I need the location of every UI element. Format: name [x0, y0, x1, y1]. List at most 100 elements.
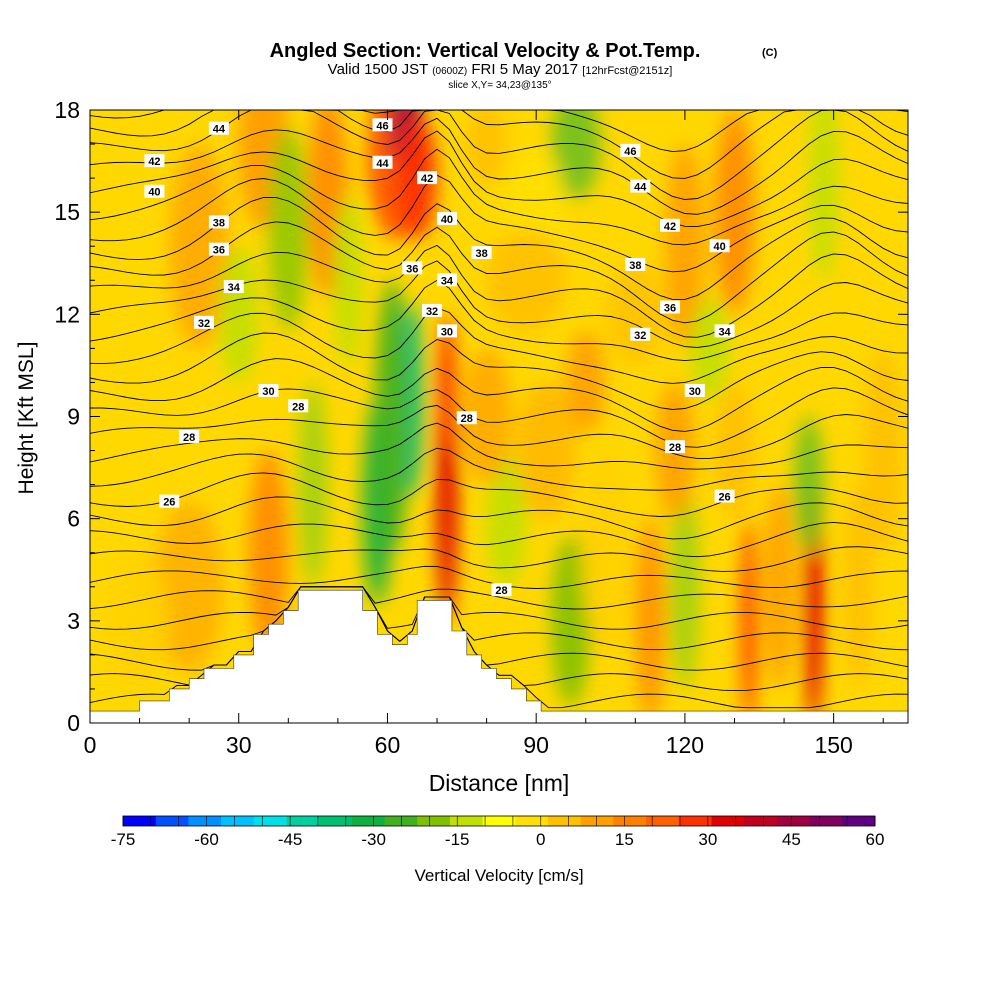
- contour-label-text: 32: [426, 306, 438, 318]
- velocity-cell: [689, 297, 730, 400]
- contour-label-box: [664, 440, 685, 454]
- colorbar: -75 -60 -45 -30 -15 0 15 30 45 60: [111, 815, 884, 849]
- x-tick-label: 120: [666, 732, 704, 758]
- contour-label-text: 36: [664, 303, 676, 315]
- colorbar-swatch: [221, 816, 255, 826]
- contour-label-box: [208, 121, 229, 135]
- contour-label: 26: [714, 489, 735, 504]
- colorbar-swatch: [809, 816, 843, 826]
- isentrope-line: [90, 332, 908, 410]
- contour-label-text: 28: [183, 432, 195, 444]
- colorbar-tick-label: -60: [194, 830, 219, 849]
- contour-label-text: 28: [292, 401, 304, 413]
- isentrope-line: [90, 472, 908, 517]
- contour-label-box: [660, 300, 681, 314]
- isentrope-line: [90, 279, 908, 362]
- velocity-cell: [670, 484, 700, 689]
- colorbar-swatch: [155, 816, 189, 826]
- contour-label-box: [456, 411, 477, 425]
- velocity-cell: [764, 484, 794, 689]
- velocity-cell: [551, 535, 591, 706]
- contour-label: 44: [208, 121, 229, 136]
- contour-label-box: [144, 154, 165, 168]
- contour-label: 42: [144, 154, 165, 168]
- contour-label-text: 38: [213, 217, 225, 229]
- x-tick-label: 90: [523, 732, 549, 758]
- contour-label-text: 30: [689, 386, 701, 398]
- colorbar-swatch: [417, 816, 451, 826]
- velocity-cell: [486, 450, 527, 587]
- isentrope-line: [90, 496, 908, 540]
- velocity-cell: [843, 484, 874, 689]
- velocity-cell: [298, 382, 328, 587]
- y-tick-label: 18: [54, 97, 80, 123]
- valid-utc: (0600Z): [432, 66, 467, 77]
- velocity-cell: [665, 144, 705, 349]
- contour-label-box: [208, 242, 229, 256]
- velocity-cell: [375, 280, 410, 553]
- colorbar-swatch: [253, 816, 287, 826]
- colorbar-tick-label: -45: [278, 830, 303, 849]
- colorbar-swatch: [515, 816, 549, 826]
- velocity-cell: [605, 263, 666, 366]
- isentrope-line: [90, 404, 908, 459]
- contour-label-box: [208, 215, 229, 229]
- colorbar-tick-label: -30: [361, 830, 386, 849]
- contour-label-text: 32: [198, 318, 210, 330]
- terrain-outline: [90, 589, 908, 723]
- contour-label-text: 40: [441, 214, 453, 226]
- isentrope-line: [90, 130, 908, 228]
- contour-label-box: [194, 315, 215, 329]
- contour-label-box: [402, 261, 423, 275]
- pot-temp-contours: [90, 110, 908, 709]
- contour-label-text: 30: [441, 326, 453, 338]
- colorbar-tick-label: 30: [698, 830, 717, 849]
- contour-label-text: 30: [262, 386, 274, 398]
- contour-label: 30: [436, 324, 457, 338]
- velocity-cell: [109, 552, 170, 689]
- contour-label-box: [179, 429, 200, 443]
- colorbar-tick-label: -75: [111, 830, 136, 849]
- y-tick-label: 9: [67, 404, 80, 430]
- contour-label: 46: [620, 143, 641, 158]
- colorbar-swatch: [580, 816, 614, 826]
- contour-label-text: 40: [713, 241, 725, 253]
- colorbar-swatch: [319, 816, 353, 826]
- velocity-cell: [169, 144, 229, 349]
- contour-label: 36: [402, 261, 423, 275]
- contour-label: 42: [417, 171, 438, 185]
- contour-label-box: [714, 324, 735, 338]
- velocity-cell: [565, 331, 606, 434]
- contour-label-text: 28: [461, 413, 473, 425]
- contour-label-text: 36: [406, 263, 418, 275]
- colorbar-swatch: [776, 816, 811, 826]
- isentrope-line: [90, 244, 908, 338]
- velocity-cell: [461, 348, 512, 485]
- colorbar-tick-label: 45: [782, 830, 801, 849]
- contour-label: 28: [456, 411, 477, 425]
- velocity-cell: [551, 110, 601, 199]
- contour-label-text: 38: [476, 248, 488, 260]
- colorbar-swatch: [548, 816, 582, 826]
- valid-date: FRI 5 May 2017: [471, 61, 578, 78]
- x-axis-label: Distance [nm]: [429, 770, 570, 796]
- x-tick-label: 60: [375, 732, 401, 758]
- colorbar-swatch: [384, 816, 418, 826]
- contour-label-box: [436, 273, 457, 287]
- colorbar-swatch: [678, 816, 713, 826]
- contour-label-box: [684, 383, 705, 397]
- colorbar-tick-label: -15: [445, 830, 470, 849]
- colorbar-tick-label: 15: [615, 830, 634, 849]
- contour-label-text: 34: [718, 326, 731, 338]
- contour-label-text: 26: [718, 492, 730, 504]
- contour-label-text: 34: [441, 275, 454, 287]
- contour-label: 26: [159, 494, 180, 509]
- contour-label-box: [159, 494, 180, 508]
- contour-label: 34: [223, 280, 244, 294]
- velocity-cell: [714, 110, 755, 315]
- contour-label: 32: [194, 315, 215, 330]
- contour-label: 36: [660, 300, 681, 315]
- contour-label-group: 44 46 42 44 46 40 42 44 38 40 42 36 38 40 36 38 34 34 36 32…: [144, 118, 735, 597]
